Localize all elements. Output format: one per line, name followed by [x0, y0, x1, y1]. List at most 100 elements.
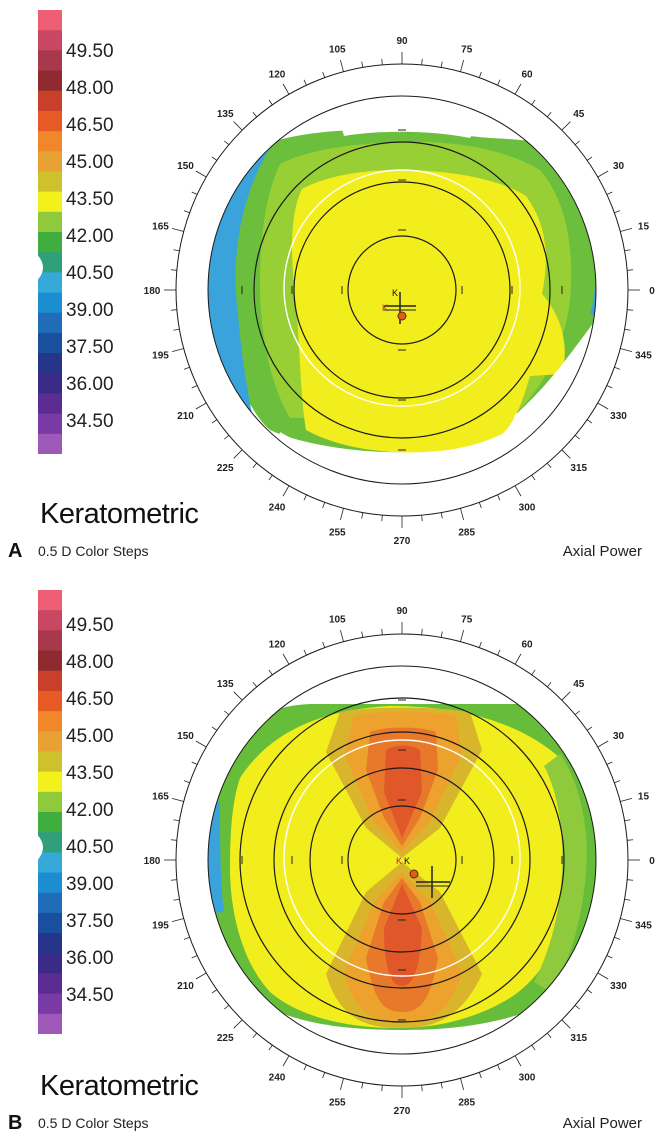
panel-letter: A	[8, 540, 23, 562]
degree-tick	[322, 71, 326, 78]
scale-swatch	[38, 993, 62, 1015]
scale-label: 48.00	[66, 652, 114, 673]
degree-tick	[460, 630, 464, 642]
degree-tick	[574, 710, 580, 716]
degree-tick	[574, 434, 580, 440]
degree-tick	[268, 99, 273, 106]
degree-label: 150	[177, 731, 194, 742]
scale-label: 43.50	[66, 763, 114, 784]
scale-label: 39.00	[66, 300, 114, 321]
degree-label: 60	[521, 639, 533, 650]
degree-tick	[381, 1085, 383, 1092]
degree-tick	[561, 121, 571, 131]
degree-tick	[183, 780, 190, 784]
degree-tick	[561, 691, 571, 701]
degree-tick	[191, 955, 198, 959]
degree-tick	[614, 936, 621, 940]
color-steps-label: 0.5 D Color Steps	[38, 1115, 149, 1131]
degree-label: 15	[638, 221, 650, 232]
degree-tick	[421, 1085, 423, 1092]
degree-tick	[614, 210, 621, 214]
scale-label: 36.00	[66, 948, 114, 969]
degree-tick	[478, 71, 482, 78]
map-ring	[293, 181, 511, 399]
map-ring	[273, 731, 531, 989]
degree-tick	[303, 79, 307, 86]
color-scale-bar	[38, 590, 62, 1034]
degree-label: 45	[573, 109, 585, 120]
degree-tick	[195, 740, 207, 748]
scale-swatch	[38, 791, 62, 813]
scale-swatch	[38, 731, 62, 752]
map-ring	[239, 697, 565, 1023]
degree-label: 225	[217, 463, 234, 474]
degree-tick	[361, 1082, 364, 1089]
degree-label: 300	[519, 503, 536, 514]
degree-tick	[597, 740, 609, 748]
degree-tick	[620, 798, 632, 802]
scale-swatch	[38, 373, 62, 394]
degree-label: 210	[177, 981, 194, 992]
scale-swatch	[38, 973, 62, 995]
color-scale-bar	[38, 10, 62, 454]
map-type-label: Axial Power	[562, 1115, 642, 1132]
scale-swatch	[38, 10, 62, 31]
degree-label: 15	[638, 791, 650, 802]
degree-label: 30	[613, 161, 625, 172]
color-steps-label: 0.5 D Color Steps	[38, 543, 149, 559]
scale-label: 49.50	[66, 41, 114, 62]
degree-tick	[303, 1064, 307, 1071]
degree-label: 105	[329, 615, 346, 626]
scale-swatch	[38, 690, 62, 712]
degree-tick	[620, 918, 632, 922]
degree-label: 165	[152, 791, 169, 802]
degree-tick	[282, 653, 290, 665]
degree-tick	[340, 508, 344, 520]
degree-tick	[546, 1032, 552, 1038]
svg-text:K: K	[396, 856, 402, 866]
degree-label: 135	[217, 679, 234, 690]
degree-label: 30	[613, 731, 625, 742]
degree-tick	[421, 58, 423, 65]
scale-marker	[38, 255, 43, 280]
scale-label: 36.00	[66, 374, 114, 395]
degree-tick	[531, 99, 536, 106]
pupil-outline	[283, 739, 521, 977]
scale-label: 45.00	[66, 726, 114, 747]
panel-letter: B	[8, 1112, 23, 1134]
degree-tick	[440, 1082, 443, 1089]
degree-tick	[172, 348, 184, 352]
scale-label: 46.50	[66, 689, 114, 710]
scale-swatch	[38, 933, 62, 954]
degree-tick	[211, 156, 218, 161]
degree-tick	[233, 691, 243, 701]
scale-label: 39.00	[66, 874, 114, 895]
center-marker: K K	[396, 856, 450, 898]
degree-label: 255	[329, 1097, 346, 1108]
scale-swatch	[38, 211, 62, 233]
degree-tick	[421, 515, 423, 522]
degree-tick	[172, 918, 184, 922]
degree-label: 270	[394, 536, 411, 547]
degree-tick	[546, 112, 552, 118]
degree-tick	[282, 1055, 290, 1067]
degree-label: 330	[610, 981, 627, 992]
degree-label: 315	[570, 463, 587, 474]
degree-tick	[191, 191, 198, 195]
degree-tick	[614, 780, 621, 784]
degree-tick	[574, 1004, 580, 1010]
scale-swatch	[38, 433, 62, 454]
degree-tick	[172, 798, 184, 802]
scale-swatch	[38, 630, 62, 652]
degree-tick	[624, 249, 631, 252]
scale-label: 46.50	[66, 115, 114, 136]
degree-tick	[627, 839, 634, 841]
scale-swatch	[38, 353, 62, 374]
degree-tick	[303, 494, 307, 501]
scale-swatch	[38, 70, 62, 92]
svg-text:K: K	[382, 303, 388, 313]
scale-swatch	[38, 590, 62, 611]
degree-tick	[531, 1044, 536, 1051]
scale-swatch	[38, 892, 62, 914]
degree-tick	[606, 385, 613, 389]
